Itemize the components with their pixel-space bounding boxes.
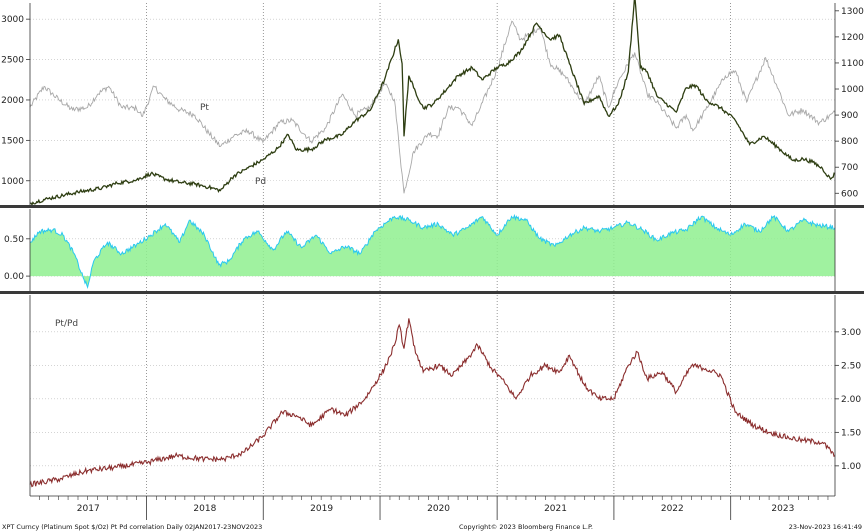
bot-tick-label: 2.00: [841, 395, 861, 405]
footer-center: Copyright© 2023 Bloomberg Finance L.P.: [459, 523, 593, 531]
middle-left-axis: 0.00 0.50: [4, 209, 836, 291]
divider-top-middle: [0, 205, 864, 208]
divider-middle-bottom: [0, 291, 864, 294]
pd-series-label: Pd: [255, 177, 266, 187]
top-separators: [146, 3, 731, 205]
footer-right: 23-Nov-2023 16:41:49: [789, 523, 862, 531]
bot-tick-label: 3.00: [841, 328, 861, 338]
left-tick-label: 2500: [1, 56, 24, 66]
pt-series: [29, 20, 836, 194]
bot-tick-label: 2.50: [841, 361, 861, 371]
correlation-area: [30, 215, 835, 288]
x-axis: 2017 2018 2019 2020 2021 2022 2023: [30, 495, 835, 520]
right-tick-label: 1100: [841, 59, 864, 69]
left-tick-label: 2000: [1, 96, 24, 106]
bot-tick-label: 1.50: [841, 428, 861, 438]
right-tick-label: 700: [841, 163, 858, 173]
correlation-series: [29, 213, 836, 290]
correlation-line: [29, 213, 836, 290]
ratio-line: [29, 318, 836, 488]
top-right-axis: 600 700 800 900 1000 1100 1200 1300: [834, 3, 864, 205]
right-tick-label: 1000: [841, 85, 864, 95]
x-year-label: 2022: [661, 504, 684, 514]
middle-panel: 0.00 0.50: [4, 209, 836, 291]
pd-series: [29, 0, 836, 206]
ratio-series: [29, 318, 836, 488]
right-tick-label: 800: [841, 137, 858, 147]
right-tick-label: 1200: [841, 33, 864, 43]
top-left-axis: 1000 1500 2000 2500 3000: [1, 3, 31, 205]
mid-tick-label: 0.00: [4, 272, 24, 282]
x-year-label: 2020: [427, 504, 450, 514]
x-year-label: 2018: [193, 504, 216, 514]
left-tick-label: 3000: [1, 15, 24, 25]
panel-dividers: [0, 205, 864, 294]
x-year-label: 2019: [310, 504, 333, 514]
x-year-label: 2023: [771, 504, 794, 514]
top-grid: [30, 18, 835, 182]
left-tick-label: 1000: [1, 177, 24, 187]
left-tick-label: 1500: [1, 136, 24, 146]
x-year-label: 2021: [544, 504, 567, 514]
pt-line: [29, 20, 836, 194]
bottom-panel: Pt/Pd 1.00 1.50 2.00 2.50 3.00: [29, 295, 861, 496]
bottom-separators: [146, 295, 731, 496]
right-tick-label: 600: [841, 189, 858, 199]
top-panel: Pt Pd 1000 1500 2000 2500 3000 600 700 800 900 1…: [1, 0, 864, 206]
bot-tick-label: 1.00: [841, 462, 861, 472]
bottom-right-axis: 1.00 1.50 2.00 2.50 3.00: [29, 295, 861, 496]
pd-line: [29, 0, 836, 206]
footer: XPT Curncy (Platinum Spot $/Oz) Pt Pd co…: [2, 523, 862, 531]
ratio-panel-title: Pt/Pd: [55, 319, 78, 329]
right-tick-label: 900: [841, 111, 858, 121]
right-tick-label: 1300: [841, 7, 864, 17]
bottom-grid: [30, 331, 835, 467]
x-year-label: 2017: [77, 504, 100, 514]
pt-series-label: Pt: [200, 103, 209, 113]
mid-tick-label: 0.50: [4, 235, 24, 245]
footer-left: XPT Curncy (Platinum Spot $/Oz) Pt Pd co…: [2, 523, 262, 531]
